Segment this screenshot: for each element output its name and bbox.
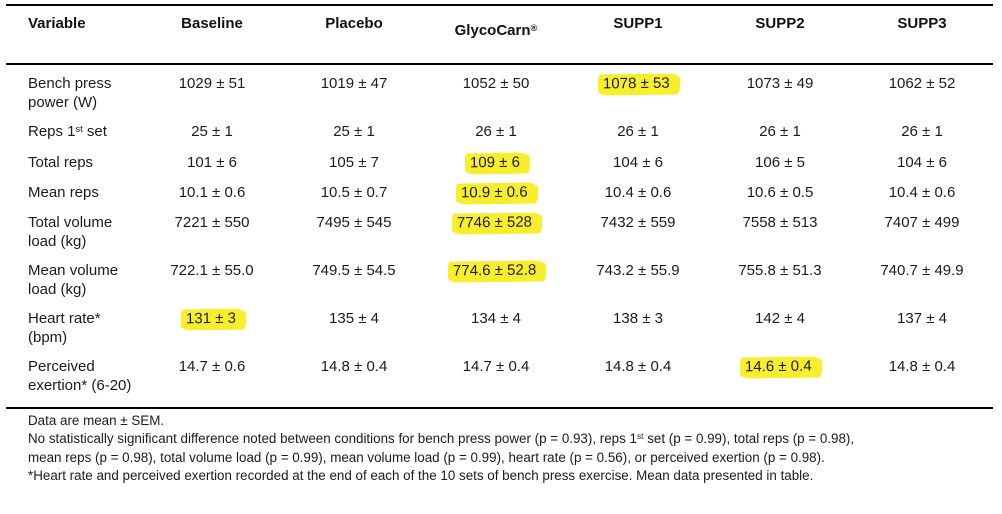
value-cell-highlighted: 7746 ± 528 — [425, 203, 567, 251]
footnote-line: Data are mean ± SEM. — [28, 413, 165, 428]
value-cell: 14.8 ± 0.4 — [604, 358, 672, 375]
value-cell-highlighted: 14.6 ± 0.4 — [709, 347, 851, 395]
value-cell: 25 ± 1 — [333, 123, 375, 140]
value-cell: 142 ± 4 — [755, 310, 805, 327]
table-row: Perceived exertion* (6-20) 14.7 ± 0.6 14.8… — [6, 347, 993, 395]
value-cell: 25 ± 1 — [191, 123, 233, 140]
value-cell: 14.8 ± 0.4 — [888, 358, 956, 375]
table-row: Reps 1st set 25 ± 1 25 ± 1 26 ± 1 26 ± 1 26 ±… — [6, 112, 993, 143]
table-footnotes: Data are mean ± SEM. No statistically sig… — [28, 412, 1002, 485]
table-body: Bench press power (W) 1029 ± 51 1019 ± 47 1… — [6, 65, 993, 407]
table-footer-rule — [6, 407, 993, 409]
value-cell: 10.6 ± 0.5 — [746, 184, 814, 201]
table-top-rule — [6, 4, 993, 6]
value-cell: 138 ± 3 — [613, 310, 663, 327]
table-row: Mean volume load (kg) 722.1 ± 55.0 749.5 ±… — [6, 251, 993, 299]
value-cell: 7407 ± 499 — [884, 214, 960, 231]
value-cell: 1062 ± 52 — [888, 75, 956, 92]
footnote-line: mean reps (p = 0.98), total volume load … — [28, 450, 825, 465]
value-cell: 10.1 ± 0.6 — [178, 184, 246, 201]
value-cell: 14.7 ± 0.4 — [462, 358, 530, 375]
highlight-mark: 774.6 ± 52.8 — [447, 260, 545, 282]
value-cell: 1019 ± 47 — [320, 75, 388, 92]
highlight-mark: 1078 ± 53 — [598, 73, 678, 95]
value-cell: 105 ± 7 — [329, 154, 379, 171]
value-cell: 7432 ± 559 — [600, 214, 676, 231]
value-cell: 104 ± 6 — [897, 154, 947, 171]
value-cell: 14.8 ± 0.4 — [320, 358, 388, 375]
footnote-line: No statistically significant difference … — [28, 431, 855, 446]
value-cell: 134 ± 4 — [471, 310, 521, 327]
highlight-mark: 109 ± 6 — [464, 152, 528, 174]
value-cell: 740.7 ± 49.9 — [880, 262, 964, 279]
value-cell-highlighted: 774.6 ± 52.8 — [425, 251, 567, 299]
row-label: Mean reps — [28, 184, 99, 201]
value-cell: 10.4 ± 0.6 — [604, 184, 672, 201]
value-cell: 135 ± 4 — [329, 310, 379, 327]
value-cell-highlighted: 10.9 ± 0.6 — [425, 173, 567, 204]
row-label: Bench press power (W) — [28, 75, 112, 111]
table-header-row: Variable Baseline Placebo GlycoCarn® SUPP1 SU… — [6, 6, 993, 63]
value-cell: 749.5 ± 54.5 — [312, 262, 396, 279]
row-label: Heart rate* (bpm) — [28, 310, 101, 346]
footnote-line: *Heart rate and perceived exertion recor… — [28, 468, 814, 483]
column-header-glycocarn: GlycoCarn® — [454, 22, 538, 39]
row-label: Mean volume load (kg) — [28, 262, 119, 298]
value-cell: 106 ± 5 — [755, 154, 805, 171]
table-header-rule — [6, 63, 993, 65]
value-cell: 10.5 ± 0.7 — [320, 184, 388, 201]
highlight-mark: 14.6 ± 0.4 — [740, 356, 820, 378]
value-cell: 26 ± 1 — [759, 123, 801, 140]
highlight-mark: 7746 ± 528 — [451, 212, 541, 234]
value-cell-highlighted: 1078 ± 53 — [567, 65, 709, 112]
highlight-mark: 131 ± 3 — [180, 308, 244, 330]
table-row: Mean reps 10.1 ± 0.6 10.5 ± 0.7 10.9 ± 0.6 1… — [6, 173, 993, 204]
value-cell: 104 ± 6 — [613, 154, 663, 171]
highlight-mark: 10.9 ± 0.6 — [456, 182, 536, 204]
column-header-supp3: SUPP3 — [897, 15, 947, 32]
value-cell: 1073 ± 49 — [746, 75, 814, 92]
table-row: Total reps 101 ± 6 105 ± 7 109 ± 6 104 ± 6 10… — [6, 143, 993, 174]
column-header-supp2: SUPP2 — [755, 15, 805, 32]
column-header-baseline: Baseline — [181, 15, 243, 32]
row-label: Reps 1st set — [28, 123, 107, 140]
row-label: Perceived exertion* (6-20) — [28, 358, 132, 394]
value-cell: 722.1 ± 55.0 — [170, 262, 254, 279]
value-cell: 7558 ± 513 — [742, 214, 818, 231]
value-cell: 7221 ± 550 — [174, 214, 250, 231]
value-cell: 26 ± 1 — [475, 123, 517, 140]
column-header-variable: Variable — [28, 15, 86, 32]
column-header-placebo: Placebo — [325, 15, 383, 32]
table-row: Heart rate* (bpm) 131 ± 3 135 ± 4 134 ± 4 13… — [6, 299, 993, 347]
value-cell: 1029 ± 51 — [178, 75, 246, 92]
value-cell: 26 ± 1 — [617, 123, 659, 140]
value-cell: 14.7 ± 0.6 — [178, 358, 246, 375]
results-table: Variable Baseline Placebo GlycoCarn® SUPP1 SU… — [6, 4, 993, 409]
value-cell: 26 ± 1 — [901, 123, 943, 140]
value-cell: 755.8 ± 51.3 — [738, 262, 822, 279]
column-header-supp1: SUPP1 — [613, 15, 663, 32]
value-cell-highlighted: 109 ± 6 — [425, 143, 567, 174]
value-cell: 743.2 ± 55.9 — [596, 262, 680, 279]
value-cell: 101 ± 6 — [187, 154, 237, 171]
row-label: Total volume load (kg) — [28, 214, 113, 250]
value-cell: 7495 ± 545 — [316, 214, 392, 231]
table-row: Bench press power (W) 1029 ± 51 1019 ± 47 1… — [6, 65, 993, 112]
table-row: Total volume load (kg) 7221 ± 550 7495 ± 5… — [6, 203, 993, 251]
value-cell: 1052 ± 50 — [462, 75, 530, 92]
value-cell-highlighted: 131 ± 3 — [141, 299, 283, 347]
value-cell: 137 ± 4 — [897, 310, 947, 327]
row-label: Total reps — [28, 154, 94, 171]
value-cell: 10.4 ± 0.6 — [888, 184, 956, 201]
